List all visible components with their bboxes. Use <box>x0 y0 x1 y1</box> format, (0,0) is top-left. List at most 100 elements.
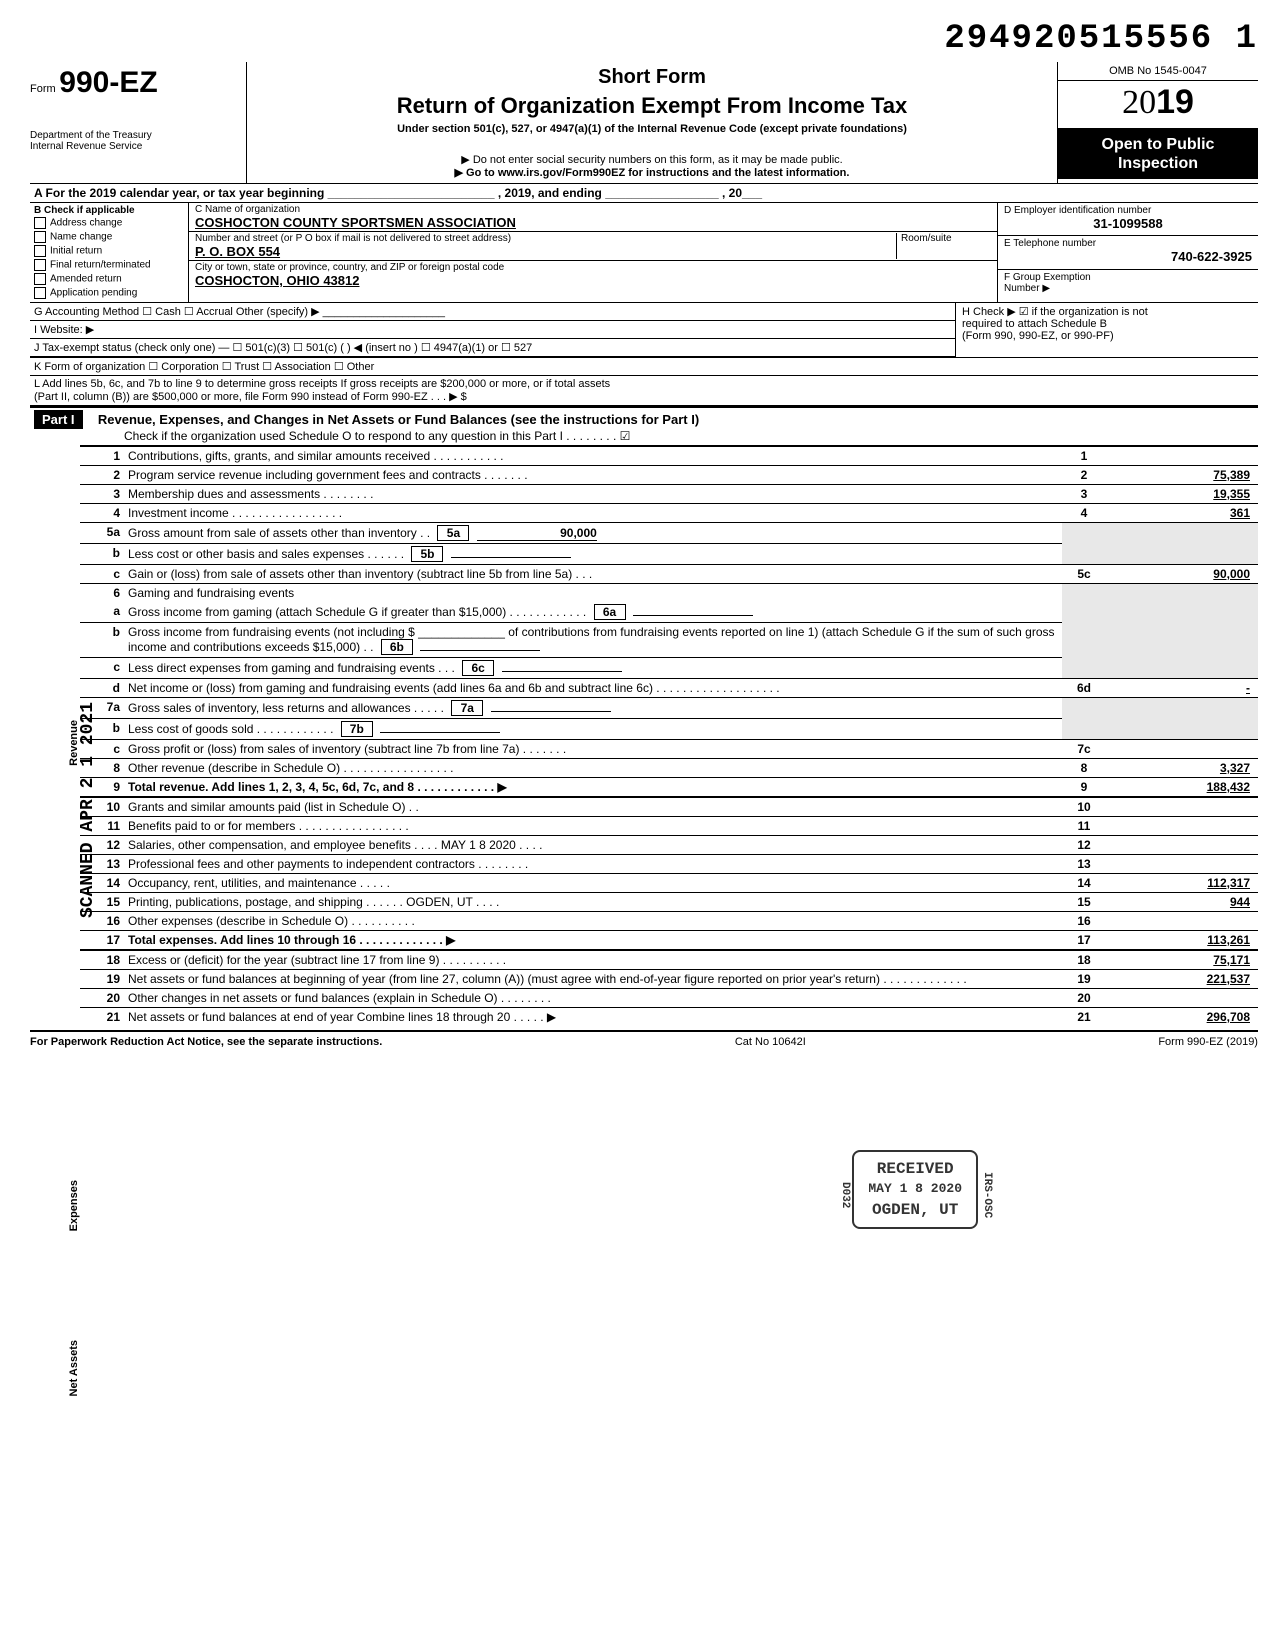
ln17-desc: Total expenses. Add lines 10 through 16 … <box>128 933 455 947</box>
omb-no: OMB No 1545-0047 <box>1058 62 1258 81</box>
ln6b-no: b <box>80 623 124 658</box>
cb-initial[interactable] <box>34 245 46 257</box>
cb-final[interactable] <box>34 259 46 271</box>
open-public-1: Open to Public <box>1062 135 1254 154</box>
ln3-col: 3 <box>1062 485 1106 504</box>
ln6b-desc: Gross income from fundraising events (no… <box>128 625 1055 654</box>
ln8-col: 8 <box>1062 759 1106 778</box>
ln10-col: 10 <box>1062 797 1106 817</box>
ein: 31-1099588 <box>1004 216 1252 231</box>
received-side: IRS-OSC <box>979 1172 994 1218</box>
ln5c-col: 5c <box>1062 565 1106 584</box>
ln12-amt <box>1106 836 1258 855</box>
ln7c-desc: Gross profit or (loss) from sales of inv… <box>124 740 1062 759</box>
cb-address-change[interactable] <box>34 217 46 229</box>
ln7b-midamt <box>380 732 500 733</box>
ln7b-desc: Less cost of goods sold . . . . . . . . … <box>128 722 333 736</box>
org-address: P. O. BOX 554 <box>195 244 896 259</box>
ln19-col: 19 <box>1062 970 1106 989</box>
side-revenue: Revenue <box>68 720 80 766</box>
ln10-amt <box>1106 797 1258 817</box>
ln18-desc: Excess or (deficit) for the year (subtra… <box>124 950 1062 970</box>
ln6c-mid: 6c <box>462 660 494 676</box>
ln7c-col: 7c <box>1062 740 1106 759</box>
ln20-desc: Other changes in net assets or fund bala… <box>124 989 1062 1008</box>
ln15-amt: 944 <box>1106 893 1258 912</box>
side-netassets: Net Assets <box>68 1340 80 1396</box>
ln8-desc: Other revenue (describe in Schedule O) .… <box>124 759 1062 778</box>
c-name-label: C Name of organization <box>195 204 991 215</box>
ln14-desc: Occupancy, rent, utilities, and maintena… <box>124 874 1062 893</box>
ln5b-desc: Less cost or other basis and sales expen… <box>128 547 404 561</box>
ln18-no: 18 <box>80 950 124 970</box>
lbl-name-change: Name change <box>50 232 112 243</box>
cb-amended[interactable] <box>34 273 46 285</box>
line-l2: (Part II, column (B)) are $500,000 or mo… <box>34 390 1254 403</box>
ln19-amt: 221,537 <box>1106 970 1258 989</box>
ln17-col: 17 <box>1062 931 1106 951</box>
dept-line2: Internal Revenue Service <box>30 141 240 152</box>
ln4-amt: 361 <box>1106 504 1258 523</box>
lbl-amended: Amended return <box>50 274 122 285</box>
ln5b-midamt <box>451 557 571 558</box>
org-city: COSHOCTON, OHIO 43812 <box>195 273 991 288</box>
ln20-col: 20 <box>1062 989 1106 1008</box>
ln11-desc: Benefits paid to or for members . . . . … <box>124 817 1062 836</box>
open-public-2: Inspection <box>1062 154 1254 173</box>
b-heading: B Check if applicable <box>34 205 184 216</box>
line-i: I Website: ▶ <box>30 321 955 339</box>
ln15-desc: Printing, publications, postage, and shi… <box>124 893 1062 912</box>
ln5a-no: 5a <box>80 523 124 544</box>
ln18-amt: 75,171 <box>1106 950 1258 970</box>
ln6a-mid: 6a <box>594 604 626 620</box>
ln9-col: 9 <box>1062 778 1106 798</box>
ln5a-mid: 5a <box>437 525 469 541</box>
received-l2: MAY 1 8 2020 <box>868 1180 962 1198</box>
h-line1: H Check ▶ ☑ if the organization is not <box>962 305 1252 318</box>
ln2-no: 2 <box>80 466 124 485</box>
h-line2: required to attach Schedule B <box>962 318 1252 330</box>
footer-mid: Cat No 10642I <box>735 1036 806 1048</box>
org-name: COSHOCTON COUNTY SPORTSMEN ASSOCIATION <box>195 215 991 230</box>
line-j: J Tax-exempt status (check only one) — ☐… <box>30 339 955 357</box>
ln11-amt <box>1106 817 1258 836</box>
ln1-desc: Contributions, gifts, grants, and simila… <box>124 446 1062 466</box>
ln7a-mid: 7a <box>451 700 483 716</box>
ln6d-col: 6d <box>1062 679 1106 698</box>
ln8-amt: 3,327 <box>1106 759 1258 778</box>
ln3-amt: 19,355 <box>1106 485 1258 504</box>
short-form-title: Short Form <box>257 66 1047 89</box>
lbl-address-change: Address change <box>50 218 122 229</box>
footer-left: For Paperwork Reduction Act Notice, see … <box>30 1036 382 1048</box>
ln19-desc: Net assets or fund balances at beginning… <box>124 970 1062 989</box>
side-expenses: Expenses <box>68 1180 80 1231</box>
ln6b-mid: 6b <box>381 639 413 655</box>
ln6a-midamt <box>633 615 753 616</box>
ln5c-no: c <box>80 565 124 584</box>
ln11-col: 11 <box>1062 817 1106 836</box>
ln4-col: 4 <box>1062 504 1106 523</box>
form-prefix: Form <box>30 83 56 95</box>
cb-pending[interactable] <box>34 287 46 299</box>
f-label: F Group Exemption <box>1004 272 1252 283</box>
ln18-col: 18 <box>1062 950 1106 970</box>
line-k: K Form of organization ☐ Corporation ☐ T… <box>30 358 1258 376</box>
received-l1: RECEIVED <box>868 1158 962 1180</box>
part1-bar: Part I <box>34 410 83 429</box>
tax-year: 2019 <box>1058 81 1258 129</box>
cb-name-change[interactable] <box>34 231 46 243</box>
ln6c-midamt <box>502 671 622 672</box>
ln5c-desc: Gain or (loss) from sale of assets other… <box>124 565 1062 584</box>
ln13-desc: Professional fees and other payments to … <box>124 855 1062 874</box>
ln3-no: 3 <box>80 485 124 504</box>
ln21-amt: 296,708 <box>1106 1008 1258 1027</box>
ln6a-no: a <box>80 602 124 623</box>
ln21-no: 21 <box>80 1008 124 1027</box>
received-l3: OGDEN, UT <box>868 1199 962 1221</box>
ln6c-desc: Less direct expenses from gaming and fun… <box>128 661 455 675</box>
e-label: E Telephone number <box>1004 238 1252 249</box>
d-label: D Employer identification number <box>1004 205 1252 216</box>
ln6b-midamt <box>420 650 540 651</box>
form-header: Form 990-EZ Department of the Treasury I… <box>30 62 1258 184</box>
ln1-col: 1 <box>1062 446 1106 466</box>
